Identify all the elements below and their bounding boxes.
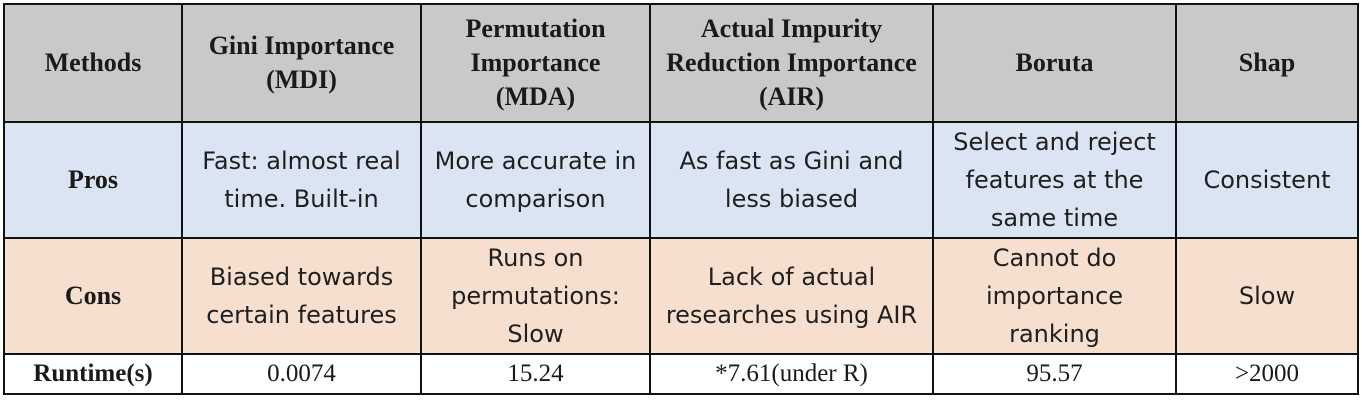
header-methods: Methods — [3, 3, 183, 123]
header-permutation-importance: Permutation Importance (MDA) — [420, 3, 651, 123]
pros-air: As fast as Gini and less biased — [649, 121, 934, 239]
feature-importance-comparison-table: Methods Gini Importance (MDI) Permutatio… — [3, 3, 1359, 395]
header-gini-importance: Gini Importance (MDI) — [181, 3, 422, 123]
header-shap: Shap — [1175, 3, 1359, 123]
pros-shap: Consistent — [1175, 121, 1359, 239]
runtime-permutation: 15.24 — [420, 353, 651, 395]
cons-gini: Biased towards certain features — [181, 237, 422, 355]
cons-shap: Slow — [1175, 237, 1359, 355]
runtime-gini: 0.0074 — [181, 353, 422, 395]
cons-permutation: Runs on permutations: Slow — [420, 237, 651, 355]
pros-row: Pros Fast: almost real time. Built-in Mo… — [3, 121, 1359, 239]
runtime-row: Runtime(s) 0.0074 15.24 *7.61(under R) 9… — [3, 353, 1359, 395]
cons-row: Cons Biased towards certain features Run… — [3, 237, 1359, 355]
row-label-pros: Pros — [3, 121, 183, 239]
cons-air: Lack of actual researches using AIR — [649, 237, 934, 355]
pros-permutation: More accurate in comparison — [420, 121, 651, 239]
runtime-boruta: 95.57 — [932, 353, 1177, 395]
row-label-cons: Cons — [3, 237, 183, 355]
header-boruta: Boruta — [932, 3, 1177, 123]
row-label-runtime: Runtime(s) — [3, 353, 183, 395]
cons-boruta: Cannot do importance ranking — [932, 237, 1177, 355]
pros-boruta: Select and reject features at the same t… — [932, 121, 1177, 239]
header-row: Methods Gini Importance (MDI) Permutatio… — [3, 3, 1359, 123]
runtime-air: *7.61(under R) — [649, 353, 934, 395]
runtime-shap: >2000 — [1175, 353, 1359, 395]
comparison-table-container: Methods Gini Importance (MDI) Permutatio… — [3, 3, 1359, 395]
pros-gini: Fast: almost real time. Built-in — [181, 121, 422, 239]
header-air: Actual Impurity Reduction Importance (AI… — [649, 3, 934, 123]
